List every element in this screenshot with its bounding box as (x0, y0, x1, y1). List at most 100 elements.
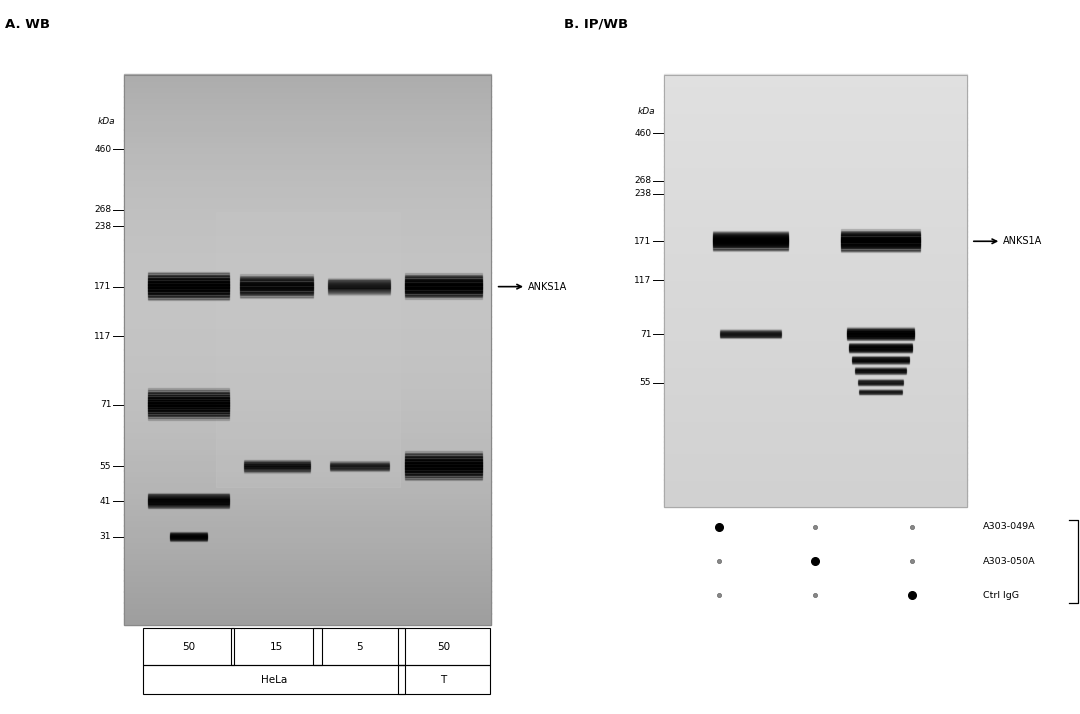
Bar (124, 266, 491, 273)
Bar (664, 441, 967, 448)
Bar (664, 447, 967, 453)
Bar (124, 206, 491, 213)
Bar (841, 239, 920, 240)
Bar (405, 293, 483, 295)
Bar (664, 366, 967, 372)
Bar (405, 459, 483, 461)
Bar (124, 250, 491, 256)
Bar (240, 282, 313, 283)
Bar (664, 323, 967, 328)
Bar (405, 478, 483, 480)
Bar (664, 171, 967, 178)
Bar (328, 278, 391, 280)
Bar (124, 531, 491, 537)
Bar (124, 426, 491, 433)
Bar (405, 286, 483, 288)
Bar (124, 613, 491, 619)
Text: 268: 268 (94, 205, 111, 214)
Bar (664, 75, 967, 507)
Bar (664, 458, 967, 464)
Bar (405, 473, 483, 474)
Bar (124, 91, 491, 97)
Bar (124, 508, 491, 515)
Bar (124, 525, 491, 531)
Bar (713, 250, 788, 251)
Bar (124, 465, 491, 471)
Text: kDa: kDa (638, 107, 656, 116)
Bar (124, 101, 491, 108)
Text: 268: 268 (634, 176, 651, 186)
Bar (148, 276, 229, 278)
Bar (148, 498, 229, 499)
Bar (664, 285, 967, 291)
Bar (124, 382, 491, 388)
Bar (664, 317, 967, 323)
Bar (405, 296, 483, 297)
Bar (124, 580, 491, 586)
Bar (124, 602, 491, 608)
Bar (148, 501, 229, 502)
Text: 171: 171 (634, 237, 651, 246)
Bar (124, 481, 491, 487)
Bar (124, 398, 491, 405)
Bar (664, 355, 967, 361)
Bar (240, 284, 313, 286)
Bar (124, 371, 491, 377)
Bar (124, 404, 491, 411)
Bar (124, 119, 491, 124)
Bar (405, 477, 483, 478)
Bar (124, 498, 491, 504)
Bar (124, 162, 491, 169)
Bar (124, 129, 491, 136)
Bar (124, 597, 491, 603)
Text: 238: 238 (634, 189, 651, 198)
Bar (124, 201, 491, 207)
Bar (405, 276, 483, 278)
Bar (841, 240, 920, 241)
Bar (664, 296, 967, 302)
Bar (664, 188, 967, 193)
Bar (713, 231, 788, 232)
Bar (664, 485, 967, 491)
Bar (664, 403, 967, 410)
Bar (124, 256, 491, 262)
Bar (664, 279, 967, 286)
Bar (148, 415, 229, 416)
Bar (124, 503, 491, 509)
Bar (124, 300, 491, 306)
Bar (713, 240, 788, 241)
Bar (148, 496, 229, 497)
Bar (124, 283, 491, 289)
Bar (124, 437, 491, 443)
Bar (124, 542, 491, 548)
Text: HeLa: HeLa (260, 675, 287, 685)
Bar (405, 298, 483, 300)
Bar (148, 400, 229, 401)
Bar (124, 156, 491, 163)
Text: 15: 15 (270, 642, 283, 652)
Bar (713, 242, 788, 243)
Bar (148, 298, 229, 301)
Bar (124, 278, 491, 284)
Text: 117: 117 (634, 276, 651, 285)
Bar (148, 408, 229, 410)
Bar (148, 296, 229, 297)
Bar (664, 274, 967, 280)
Bar (328, 285, 391, 286)
Bar (405, 281, 483, 283)
Bar (405, 275, 483, 276)
Bar (148, 405, 229, 406)
Bar (148, 291, 229, 293)
Bar (664, 134, 967, 140)
Bar (148, 390, 229, 392)
Text: ANKS1A: ANKS1A (528, 281, 567, 291)
Bar (664, 371, 967, 378)
Bar (713, 239, 788, 240)
Bar (124, 415, 491, 421)
Bar (148, 273, 229, 275)
Bar (124, 393, 491, 399)
Bar (124, 377, 491, 383)
Bar (313, 628, 405, 665)
Bar (240, 298, 313, 299)
Bar (124, 184, 491, 191)
